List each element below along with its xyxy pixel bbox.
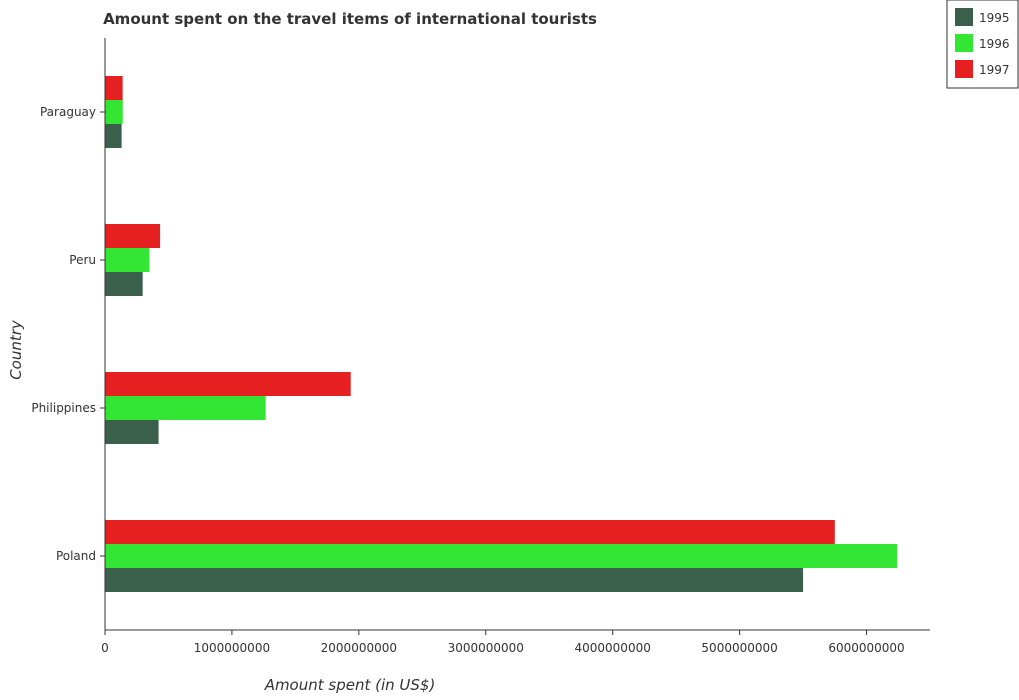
- legend-swatch-1995: [955, 8, 973, 26]
- y-tick-label: Peru: [69, 253, 96, 267]
- x-tick-label: 3000000000: [448, 641, 524, 655]
- legend-label-1995: 1995: [979, 11, 1010, 25]
- y-tick-label: Paraguay: [40, 105, 96, 119]
- bar-poland-1996: [105, 544, 897, 568]
- legend-label-1997: 1997: [979, 63, 1010, 77]
- y-tick-label: Philippines: [31, 401, 96, 415]
- plot-area: [105, 76, 897, 592]
- y-axis: Paraguay Peru Philippines Poland: [31, 38, 106, 630]
- x-axis-label: Amount spent (in US$): [264, 676, 436, 694]
- x-tick-label: 4000000000: [575, 641, 651, 655]
- legend-label-1996: 1996: [979, 37, 1010, 51]
- x-tick-label: 1000000000: [194, 641, 270, 655]
- bar-peru-1997: [105, 224, 161, 248]
- bar-philippines-1995: [105, 420, 159, 444]
- bar-philippines-1997: [105, 372, 351, 396]
- bar-philippines-1996: [105, 396, 266, 420]
- y-axis-label: Country: [7, 319, 25, 380]
- legend-swatch-1996: [955, 34, 973, 52]
- legend: 1995 1996 1997: [946, 0, 1019, 89]
- bar-peru-1995: [105, 272, 143, 296]
- x-tick-label: 2000000000: [321, 641, 397, 655]
- bar-peru-1996: [105, 248, 150, 272]
- chart-title: Amount spent on the travel items of inte…: [103, 10, 597, 28]
- x-tick-label: 0: [101, 641, 109, 655]
- x-tick-label: 5000000000: [701, 641, 777, 655]
- bar-paraguay-1996: [105, 100, 123, 124]
- bar-paraguay-1995: [105, 124, 122, 148]
- bar-paraguay-1997: [105, 76, 123, 100]
- bar-poland-1997: [105, 520, 835, 544]
- y-tick-label: Poland: [56, 549, 96, 563]
- legend-swatch-1997: [955, 60, 973, 78]
- bar-poland-1995: [105, 568, 804, 592]
- x-tick-label: 6000000000: [828, 641, 904, 655]
- x-axis: 0 1000000000 2000000000 3000000000 400000000…: [101, 629, 930, 655]
